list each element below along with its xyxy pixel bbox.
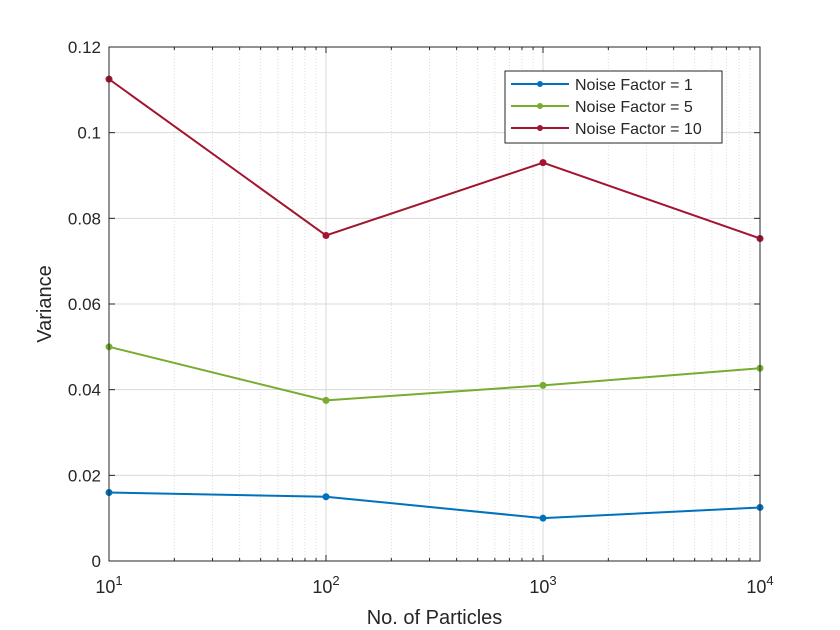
- x-tick-labels: 101 102 103 104: [95, 573, 773, 597]
- y-tick-labels: 0 0.02 0.04 0.06 0.08 0.1 0.12: [68, 38, 101, 571]
- data-point: [322, 493, 330, 501]
- x-tick-label: 101: [95, 573, 122, 597]
- y-tick-label: 0.08: [68, 209, 101, 228]
- y-axis-label: Variance: [34, 265, 56, 342]
- x-tick-label: 104: [746, 573, 773, 597]
- legend-label: Noise Factor = 10: [575, 121, 702, 138]
- data-point: [539, 381, 547, 389]
- legend: Noise Factor = 1 Noise Factor = 5 Noise Fa…: [504, 70, 723, 144]
- data-point: [539, 514, 547, 522]
- x-axis-label: No. of Particles: [367, 607, 503, 629]
- data-point: [322, 396, 330, 404]
- y-tick-label: 0.06: [68, 295, 101, 314]
- y-tick-label: 0.04: [68, 381, 101, 400]
- y-tick-label: 0.12: [68, 38, 101, 57]
- y-tick-label: 0.02: [68, 466, 101, 485]
- y-tick-label: 0: [92, 552, 101, 571]
- y-tick-label: 0.1: [77, 124, 101, 143]
- legend-marker: [537, 125, 543, 131]
- series-line: [108, 78, 761, 240]
- tick-marks: [108, 46, 761, 562]
- x-tick-label: 102: [312, 573, 339, 597]
- series-line: [108, 345, 761, 402]
- legend-label: Noise Factor = 5: [575, 99, 693, 116]
- data-point: [322, 231, 330, 239]
- data-point: [539, 159, 547, 167]
- series-layer: [105, 75, 764, 522]
- legend-marker: [537, 103, 543, 109]
- legend-marker: [537, 81, 543, 87]
- x-tick-label: 103: [529, 573, 556, 597]
- legend-label: Noise Factor = 1: [575, 77, 693, 94]
- series-line: [108, 491, 761, 520]
